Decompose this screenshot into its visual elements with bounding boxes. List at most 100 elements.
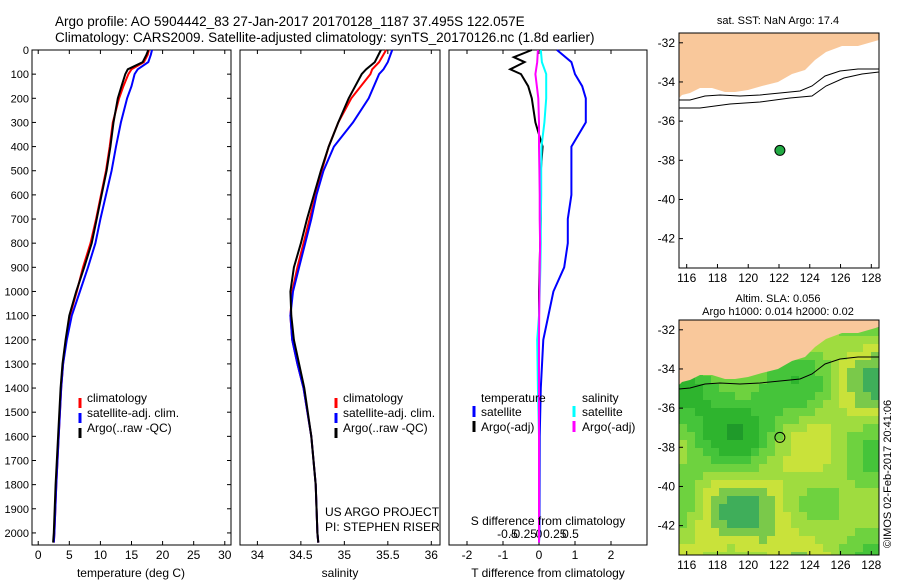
legend-t-satellite: satellite <box>481 405 522 419</box>
lat-tick-label: -32 <box>658 36 676 50</box>
lon-tick-label: 120 <box>738 558 758 572</box>
heat-cell <box>759 456 767 464</box>
heat-cell <box>743 408 751 416</box>
heat-cell <box>751 464 759 472</box>
heat-cell <box>791 480 799 488</box>
pi-annotation: PI: STEPHEN RISER <box>325 520 440 534</box>
heat-cell <box>775 416 783 424</box>
heat-cell <box>791 368 799 376</box>
heat-cell <box>735 480 743 488</box>
x-tick-label: 20 <box>156 548 170 562</box>
heat-cell <box>767 416 775 424</box>
heat-cell <box>687 504 695 512</box>
heat-cell <box>799 360 807 368</box>
temperature-lines <box>52 49 153 543</box>
heat-cell <box>847 520 855 528</box>
heat-cell <box>695 536 703 544</box>
heat-cell <box>799 544 807 552</box>
heat-cell <box>815 352 823 360</box>
heat-cell <box>831 384 839 392</box>
heat-cell <box>831 544 839 552</box>
heat-cell <box>823 536 831 544</box>
heat-cell <box>815 448 823 456</box>
heat-cell <box>807 424 815 432</box>
heat-cell <box>807 408 815 416</box>
heat-cell <box>847 496 855 504</box>
heat-cell <box>679 496 687 504</box>
x-tick-label: -2 <box>462 548 473 562</box>
difference-lines <box>507 49 587 543</box>
heat-cell <box>847 384 855 392</box>
heat-cell <box>863 384 871 392</box>
heat-cell <box>703 448 711 456</box>
heat-cell <box>863 328 871 336</box>
heat-cell <box>695 496 703 504</box>
temperature-panel: 0100200300400500600700800900100011001200… <box>5 45 232 580</box>
depth-tick-label: 0 <box>23 45 29 57</box>
heat-cell <box>871 392 879 400</box>
heat-cell <box>823 512 831 520</box>
heat-cell <box>831 416 839 424</box>
heat-cell <box>727 544 735 552</box>
lon-tick-label: 122 <box>769 558 789 572</box>
heat-cell <box>775 528 783 536</box>
heat-cell <box>823 552 831 555</box>
heat-cell <box>719 456 727 464</box>
heat-cell <box>815 392 823 400</box>
heat-cell <box>719 544 727 552</box>
heat-cell <box>727 384 735 392</box>
temperature-xlabel: temperature (deg C) <box>77 566 185 580</box>
heat-cell <box>791 472 799 480</box>
heat-cell <box>847 336 855 344</box>
heat-cell <box>855 552 863 555</box>
heat-cell <box>751 448 759 456</box>
sla-map: Altim. SLA: 0.056 Argo h1000: 0.014 h200… <box>658 293 882 572</box>
heat-cell <box>823 416 831 424</box>
heat-cell <box>799 432 807 440</box>
heat-cell <box>711 504 719 512</box>
depth-tick-label: 1800 <box>5 480 29 492</box>
heat-cell <box>815 344 823 352</box>
heat-cell <box>751 456 759 464</box>
heat-cell <box>791 432 799 440</box>
heat-cell <box>759 432 767 440</box>
depth-tick-label: 1200 <box>5 335 29 347</box>
heat-cell <box>839 480 847 488</box>
heat-cell <box>831 400 839 408</box>
heat-cell <box>791 536 799 544</box>
salinity-xlabel: salinity <box>322 566 359 580</box>
heat-cell <box>807 440 815 448</box>
lat-tick-label: -34 <box>658 362 676 376</box>
heat-cell <box>823 504 831 512</box>
heat-cell <box>735 424 743 432</box>
x-tick-label: 34.5 <box>289 548 313 562</box>
heat-cell <box>831 408 839 416</box>
heat-cell <box>791 384 799 392</box>
heat-cell <box>751 496 759 504</box>
heat-cell <box>727 392 735 400</box>
heat-cell <box>783 440 791 448</box>
heat-cell <box>695 400 703 408</box>
x-tick-label: 10 <box>94 548 108 562</box>
heat-cell <box>783 432 791 440</box>
heat-cell <box>783 488 791 496</box>
heat-cell <box>863 360 871 368</box>
heat-cell <box>823 472 831 480</box>
heat-cell <box>735 440 743 448</box>
heat-cell <box>711 552 719 555</box>
heat-cell <box>863 432 871 440</box>
heat-cell <box>743 464 751 472</box>
heat-cell <box>719 472 727 480</box>
heat-cell <box>703 400 711 408</box>
heat-cell <box>703 408 711 416</box>
heat-cell <box>871 552 879 555</box>
heat-cell <box>775 376 783 384</box>
sla-lat-axis: -32 -34 -36 -38 -40 -42 <box>658 323 683 533</box>
heat-cell <box>871 536 879 544</box>
heat-cell <box>807 416 815 424</box>
heat-cell <box>863 368 871 376</box>
heat-cell <box>847 472 855 480</box>
legend-s-argo: Argo(-adj) <box>582 420 635 434</box>
depth-tick-label: 1700 <box>5 455 29 467</box>
